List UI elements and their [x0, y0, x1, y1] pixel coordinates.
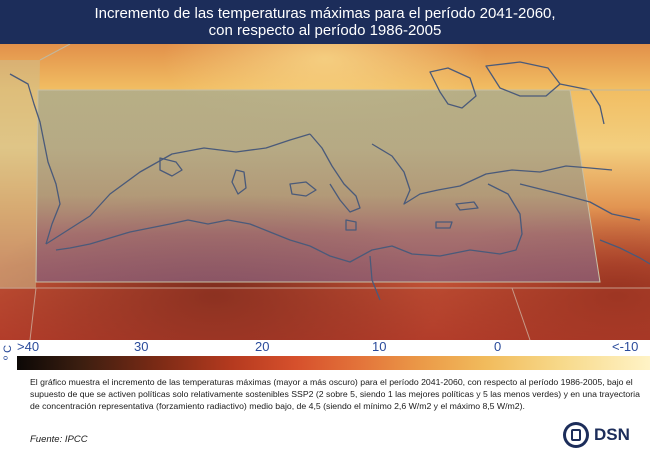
tick-label-30: 30	[134, 339, 149, 354]
colorbar	[17, 356, 650, 370]
title-line-1: Incremento de las temperaturas máximas p…	[94, 5, 556, 22]
title-line-2: con respecto al período 1986-2005	[208, 22, 442, 39]
coastlines	[9, 61, 650, 301]
logo-text: DSN	[594, 425, 630, 444]
region-boundaries	[39, 44, 650, 91]
dsn-logo	[563, 422, 589, 448]
caption-text: El gráfico muestra el incremento de las …	[30, 377, 640, 411]
source-note: Fuente: IPCC	[30, 434, 88, 445]
tick-label-gt40: >40	[17, 339, 40, 354]
colorbar-ticks: >40 30 20 10 0 <-10	[0, 340, 650, 356]
tick-label-10: 10	[372, 339, 387, 354]
tick-label-0: 0	[494, 339, 502, 354]
tick-label-20: 20	[255, 339, 270, 354]
caption: El gráfico muestra el incremento de las …	[30, 376, 645, 412]
south-band	[0, 288, 650, 340]
mediterranean-region	[36, 90, 600, 282]
tick-label-lt-10: <-10	[612, 339, 639, 354]
title-bar: Incremento de las temperaturas máximas p…	[0, 0, 650, 44]
coat-of-arms-icon	[563, 422, 589, 448]
left-strip-region	[0, 60, 40, 289]
heat-map	[0, 44, 650, 340]
